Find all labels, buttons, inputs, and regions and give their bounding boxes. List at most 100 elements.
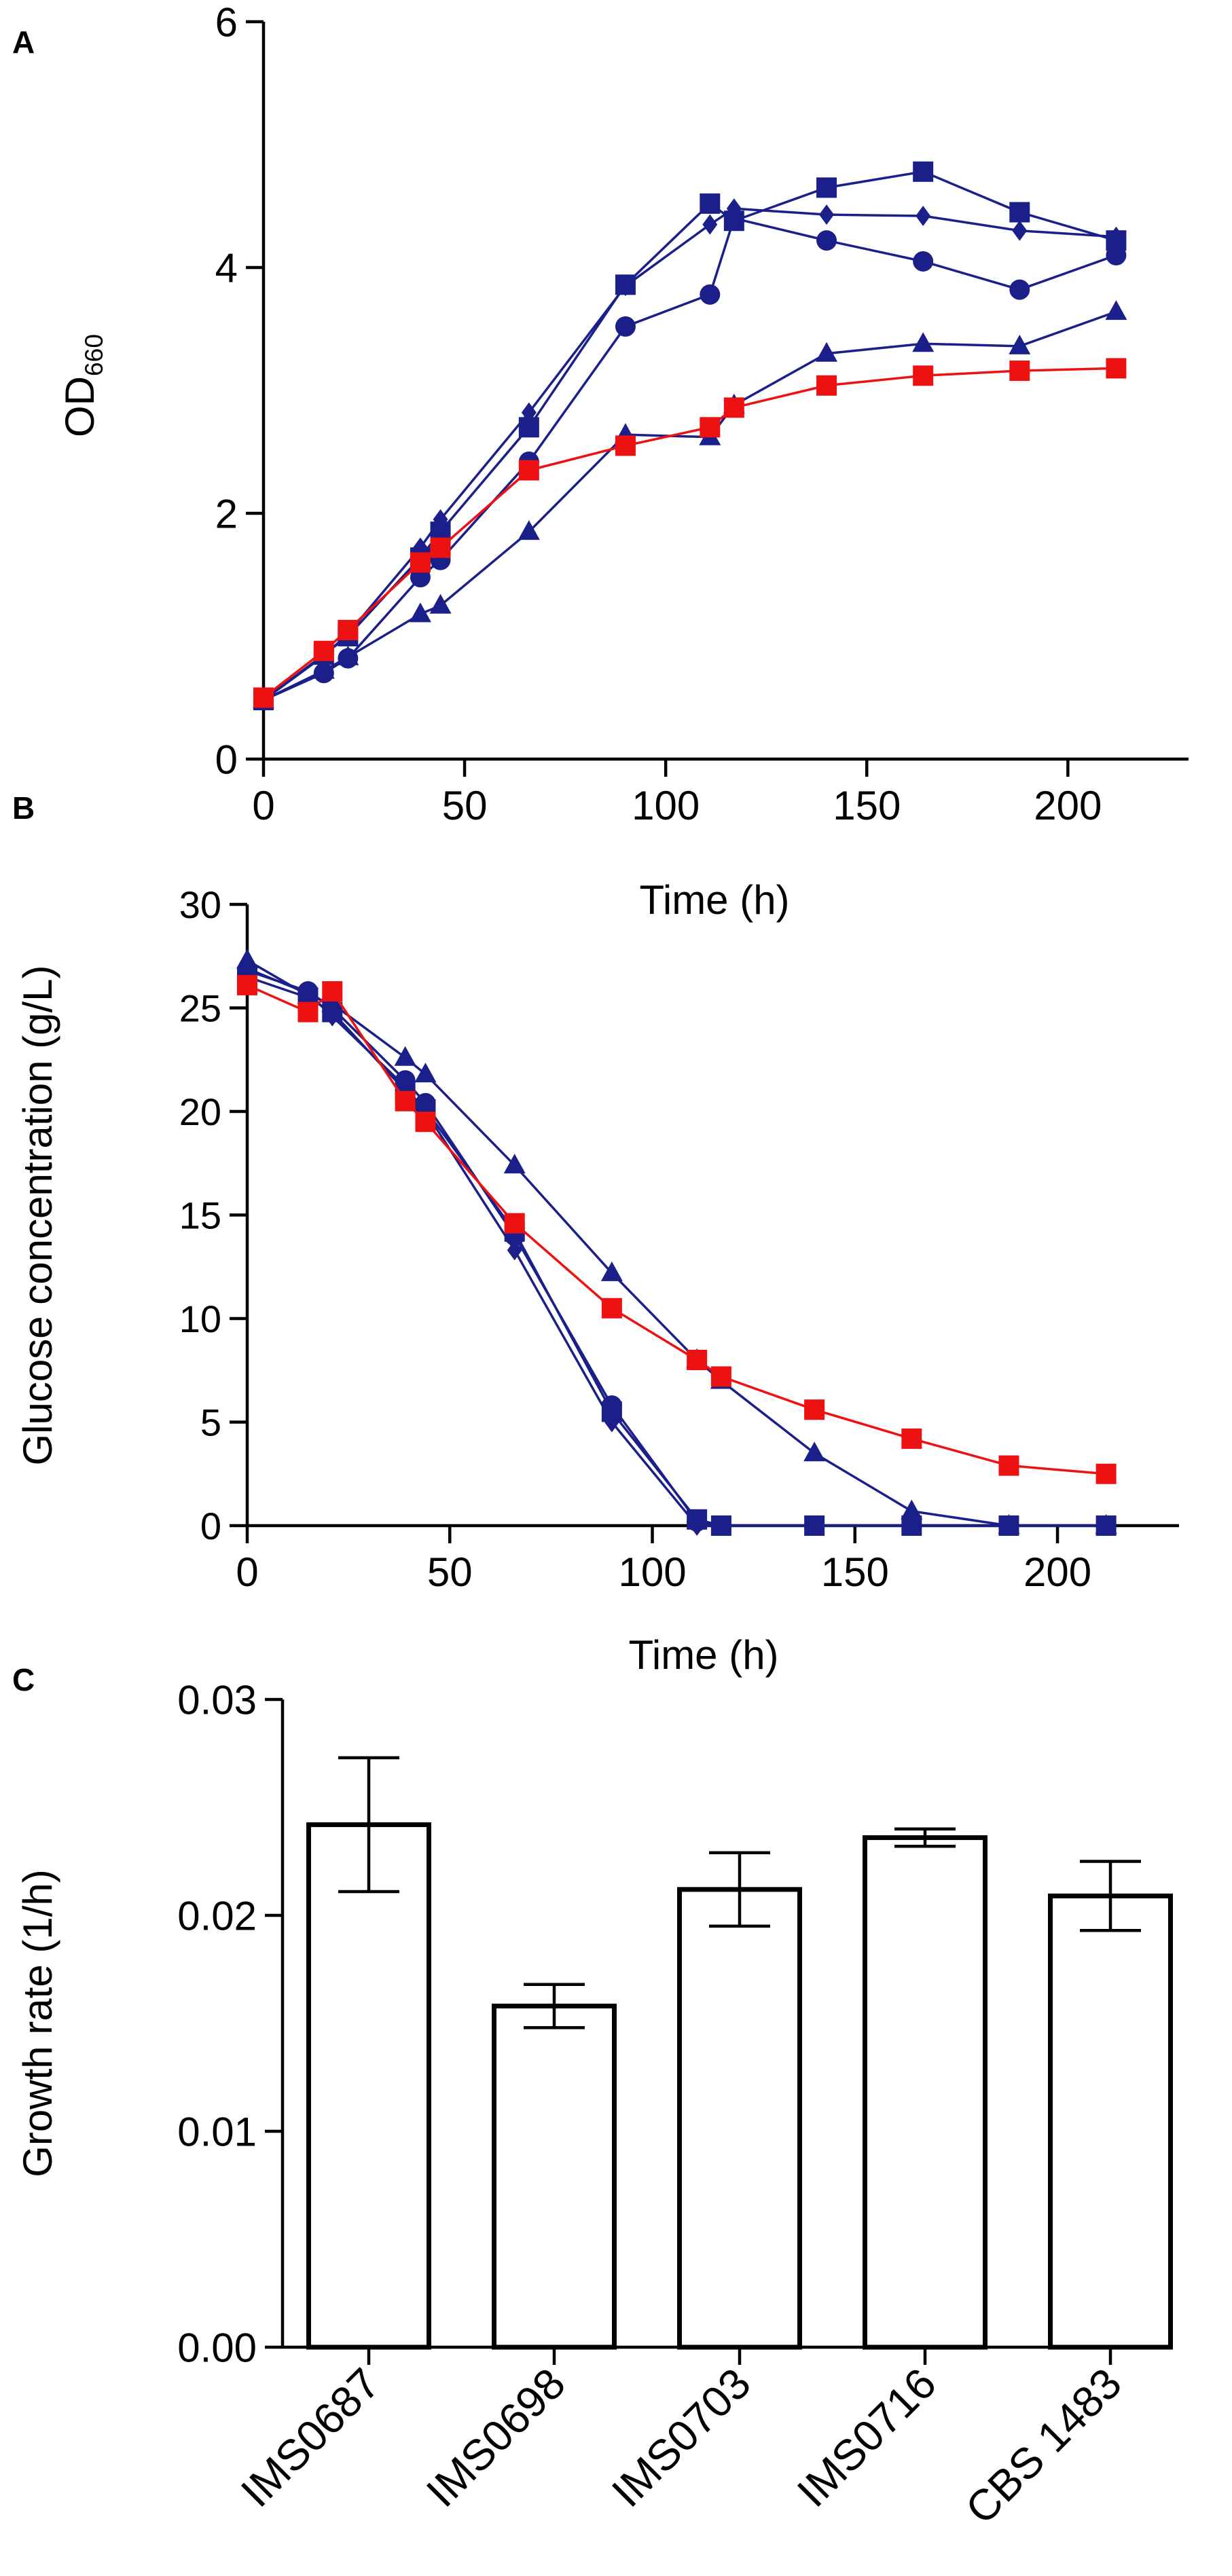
c-bar-ims0687 — [306, 1822, 431, 2350]
a-point-ims0698 — [337, 645, 359, 665]
chart-a-od660: 0 2 4 6 0 50 100 150 200 Time (h) OD660 — [57, 0, 1189, 923]
a-point-cbs-1483 — [816, 375, 837, 396]
c-category-label-ims0687: IMS0687 — [232, 2359, 389, 2516]
c-bar-ims0698 — [492, 2004, 617, 2350]
a-point-ims0716 — [1108, 226, 1124, 247]
a-point-ims0698 — [1105, 300, 1127, 320]
a-point-ims0698 — [816, 342, 838, 362]
c-bar-ims0716 — [863, 1835, 988, 2350]
chart-b-glucose: 0 5 10 15 20 25 30 0 50 100 150 200 Time (h) Glucose … — [15, 883, 1179, 1678]
b-point-ims0716 — [689, 1515, 705, 1536]
a-x-tick-label: 100 — [632, 783, 700, 828]
chart-c-growth-rate: 0.00 0.01 0.02 0.03 Growth rate (1/h) IMS0687… — [15, 1678, 1173, 2533]
a-point-cbs-1483 — [338, 619, 359, 640]
c-category-label-ims0698: IMS0698 — [417, 2359, 575, 2516]
a-point-ims0698 — [429, 593, 452, 614]
a-point-ims0698 — [312, 659, 335, 679]
b-point-ims0716 — [713, 1515, 729, 1536]
b-point-cbs-1483 — [297, 1001, 319, 1023]
b-point-cbs-1483 — [1095, 1463, 1117, 1484]
a-point-cbs-1483 — [410, 552, 431, 573]
c-error-bar-ims0716 — [894, 1827, 956, 1848]
a-point-ims0698 — [912, 332, 935, 352]
b-point-cbs-1483 — [237, 974, 257, 995]
c-y-tick-label: 0.02 — [177, 1894, 257, 1939]
b-y-tick-label: 25 — [179, 987, 221, 1030]
a-point-ims0687 — [1009, 279, 1030, 300]
b-series-line-cbs-1483 — [247, 984, 1106, 1475]
a-y-axis-label: OD660 — [57, 334, 108, 437]
a-y-tick-label: 4 — [215, 246, 238, 291]
a-point-cbs-1483 — [518, 460, 539, 481]
b-point-ims0716 — [1098, 1515, 1114, 1536]
c-error-bar-cbs-1483 — [1080, 1860, 1141, 1932]
b-y-tick-label: 20 — [179, 1090, 221, 1133]
b-point-ims0716 — [604, 1412, 619, 1433]
b-series-line-ims0687 — [247, 969, 1106, 1527]
a-y-tick-label: 2 — [215, 492, 238, 537]
c-category-label-ims0703: IMS0703 — [602, 2359, 760, 2516]
b-point-ims0716 — [807, 1515, 822, 1536]
b-point-ims0698 — [394, 1046, 416, 1066]
b-point-ims0716 — [1001, 1515, 1017, 1536]
a-y-tick-label: 6 — [215, 0, 238, 45]
a-point-ims0716 — [617, 276, 633, 297]
a-series-line-ims0687 — [263, 217, 1117, 701]
b-y-tick-label: 5 — [200, 1401, 221, 1444]
b-x-axis-label: Time (h) — [628, 1632, 778, 1678]
b-point-cbs-1483 — [601, 1298, 622, 1319]
a-point-cbs-1483 — [253, 687, 274, 708]
a-point-ims0687 — [913, 251, 934, 272]
a-point-cbs-1483 — [723, 397, 744, 418]
c-bar-cbs-1483 — [1048, 1893, 1173, 2350]
a-x-tick-label: 150 — [833, 783, 901, 828]
b-y-axis-label: Glucose concentration (g/L) — [15, 965, 60, 1465]
a-point-ims0687 — [615, 316, 636, 337]
b-y-tick-label: 15 — [179, 1194, 221, 1237]
b-point-ims0716 — [325, 1006, 340, 1027]
b-point-cbs-1483 — [804, 1399, 825, 1420]
a-y-axis-label-subscript: 660 — [79, 334, 108, 376]
b-point-cbs-1483 — [687, 1350, 708, 1370]
b-point-ims0698 — [503, 1154, 526, 1174]
a-point-ims0716 — [916, 205, 931, 226]
a-point-ims0703 — [913, 161, 934, 182]
a-point-ims0698 — [518, 520, 540, 540]
a-point-ims0687 — [700, 284, 721, 305]
c-y-axis-label: Growth rate (1/h) — [15, 1869, 60, 2177]
a-point-ims0716 — [702, 214, 718, 235]
a-point-cbs-1483 — [1009, 361, 1030, 382]
b-point-ims0716 — [240, 958, 255, 979]
b-point-cbs-1483 — [322, 981, 343, 1002]
a-point-ims0716 — [1012, 220, 1028, 241]
a-point-ims0716 — [521, 402, 537, 423]
a-x-tick-label: 200 — [1034, 783, 1102, 828]
b-point-ims0716 — [300, 983, 316, 1004]
a-x-axis-label: Time (h) — [639, 877, 789, 923]
a-point-ims0703 — [816, 177, 837, 198]
b-series-ims0698 — [236, 949, 1117, 1534]
b-point-cbs-1483 — [504, 1213, 525, 1234]
c-category-label-cbs-1483: CBS 1483 — [956, 2359, 1131, 2533]
a-x-tick-label: 0 — [252, 783, 274, 828]
panel-label-b: B — [12, 790, 35, 826]
c-error-bar-ims0698 — [524, 1983, 585, 2029]
a-point-cbs-1483 — [913, 365, 934, 386]
a-point-ims0703 — [1009, 202, 1030, 223]
b-point-ims0716 — [507, 1240, 522, 1261]
b-x-tick-label: 50 — [427, 1549, 473, 1595]
a-point-ims0698 — [1009, 334, 1031, 354]
a-series-line-ims0716 — [262, 207, 1117, 701]
b-point-cbs-1483 — [415, 1111, 436, 1133]
a-point-cbs-1483 — [615, 435, 636, 456]
b-y-tick-label: 0 — [200, 1505, 221, 1547]
b-y-tick-label: 30 — [179, 883, 221, 926]
a-series-ims0698 — [253, 300, 1127, 709]
b-point-ims0698 — [901, 1499, 923, 1520]
a-y-tick-label: 0 — [215, 737, 238, 783]
a-point-cbs-1483 — [313, 640, 334, 661]
b-point-ims0698 — [600, 1261, 623, 1281]
b-point-ims0716 — [904, 1515, 920, 1536]
a-x-tick-label: 50 — [442, 783, 488, 828]
b-point-cbs-1483 — [710, 1366, 731, 1387]
